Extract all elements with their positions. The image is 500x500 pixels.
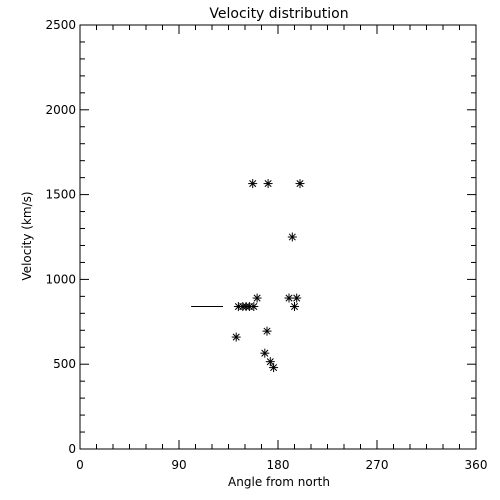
data-point bbox=[284, 293, 294, 303]
data-point bbox=[248, 179, 258, 189]
x-tick-label: 0 bbox=[76, 458, 84, 472]
data-point bbox=[231, 332, 241, 342]
y-tick-label: 2000 bbox=[45, 103, 76, 117]
plot-frame bbox=[79, 24, 477, 450]
x-tick-label: 360 bbox=[465, 458, 488, 472]
y-tick-label: 0 bbox=[68, 442, 76, 456]
x-axis-label: Angle from north bbox=[228, 475, 330, 489]
data-point bbox=[262, 326, 272, 336]
x-tick-label: 90 bbox=[171, 458, 186, 472]
chart-title: Velocity distribution bbox=[209, 6, 348, 22]
y-tick-label: 2500 bbox=[45, 18, 76, 32]
y-tick-label: 1000 bbox=[45, 272, 76, 286]
y-axis-label: Velocity (km/s) bbox=[20, 191, 34, 280]
data-point bbox=[249, 302, 259, 312]
data-point bbox=[263, 179, 273, 189]
data-point bbox=[292, 293, 302, 303]
data-point bbox=[295, 179, 305, 189]
y-tick-label: 1500 bbox=[45, 188, 76, 202]
axis-ticks: 0 90 180 270 360 0 500 1000 1500 2000 2500 bbox=[45, 18, 487, 472]
data-marks bbox=[191, 179, 305, 373]
data-point bbox=[260, 348, 270, 358]
data-point bbox=[252, 293, 262, 303]
data-point bbox=[269, 363, 279, 373]
x-tick-label: 270 bbox=[366, 458, 389, 472]
data-point bbox=[290, 302, 299, 312]
y-tick-label: 500 bbox=[53, 357, 76, 371]
x-tick-label: 180 bbox=[267, 458, 290, 472]
data-point bbox=[287, 232, 297, 242]
